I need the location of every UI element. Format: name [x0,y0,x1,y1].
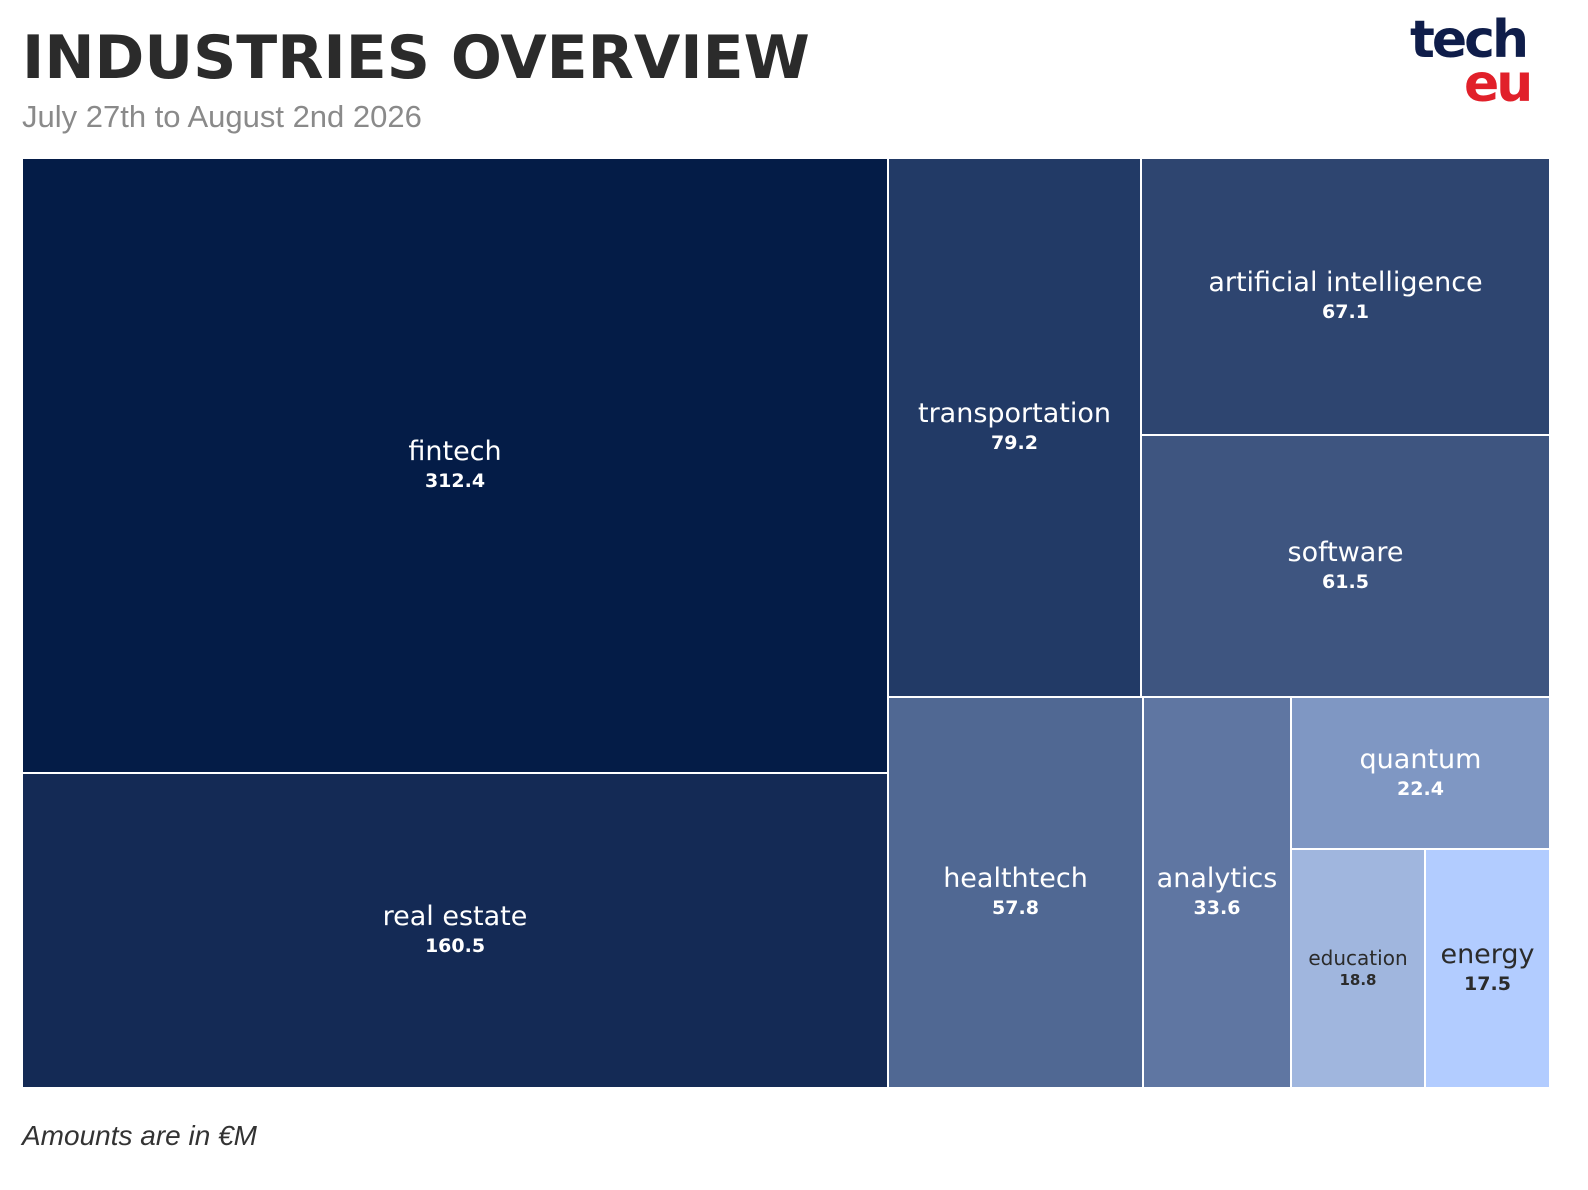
tile-value: 67.1 [1322,301,1369,324]
treemap-tile-quantum: quantum 22.4 [1291,697,1550,849]
tile-value: 22.4 [1397,777,1444,800]
tile-label: artificial intelligence [1208,267,1483,298]
tile-label: energy [1440,939,1535,970]
tile-value: 33.6 [1193,897,1241,920]
treemap-tile-fintech: fintech 312.4 [22,158,888,773]
tile-value: 18.8 [1339,971,1377,989]
treemap-tile-education: education 18.8 [1291,849,1425,1088]
treemap-tile-artificial-intelligence: artificial intelligence 67.1 [1141,158,1550,435]
tile-label: analytics [1156,863,1278,894]
treemap-tile-healthtech: healthtech 57.8 [888,697,1143,1088]
tile-label: education [1308,946,1408,970]
logo-text-eu: eu [1464,54,1533,114]
tile-value: 79.2 [991,432,1038,455]
logo-text-tech: tech [1410,10,1529,70]
treemap-tile-analytics: analytics 33.6 [1143,697,1291,1088]
chart-title: INDUSTRIES OVERVIEW [22,23,810,93]
tile-label: real estate [382,901,528,932]
tile-label: software [1287,536,1404,568]
tile-value: 160.5 [424,935,486,958]
tile-value: 312.4 [424,470,486,493]
tech-eu-logo: tech eu [1400,14,1560,118]
treemap-tile-real-estate: real estate 160.5 [22,773,888,1088]
tile-label: healthtech [943,863,1088,894]
tile-value: 17.5 [1464,973,1511,996]
treemap-tile-transportation: transportation 79.2 [888,158,1141,697]
tile-value: 61.5 [1322,570,1369,593]
tile-label: quantum [1359,743,1482,775]
amount-unit-note: Amounts are in €M [22,1120,257,1151]
treemap-tile-energy: energy 17.5 [1425,849,1550,1088]
tile-value: 57.8 [992,897,1039,920]
chart-subtitle: July 27th to August 2nd 2026 [22,99,422,134]
treemap-tile-software: software 61.5 [1141,435,1550,697]
tile-label: fintech [408,436,502,467]
tile-label: transportation [917,398,1112,429]
treemap: fintech 312.4 real estate 160.5 transportati… [22,158,1550,1088]
